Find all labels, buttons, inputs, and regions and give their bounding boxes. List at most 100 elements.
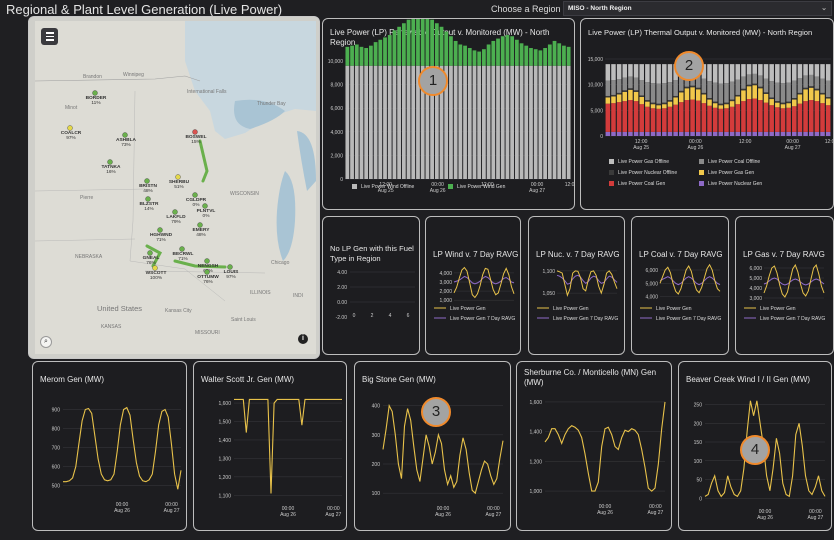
bar (769, 99, 774, 106)
y-tick-label: 200 (694, 421, 703, 427)
bar (667, 106, 673, 132)
bar (718, 64, 724, 84)
bar (373, 42, 378, 66)
bar (345, 65, 350, 179)
bar (808, 100, 814, 132)
bar (729, 81, 735, 100)
lp-wind-chart[interactable]: 4,000 3,000 2,000 1,000 Live Power Gen Live P… (426, 217, 521, 355)
bar (780, 64, 786, 84)
bar (780, 131, 786, 136)
bar (639, 80, 644, 96)
bar (820, 92, 825, 95)
bar (701, 94, 707, 104)
x-tick-label: 00:00 (327, 506, 340, 512)
lp-nuc-chart[interactable]: 1,100 1,050 Live Power Gen Live Power Gen 7… (529, 217, 625, 355)
x-tick-label: 00:00 (487, 506, 500, 512)
lp-coal-chart[interactable]: 6,000 5,000 4,000 Live Power Gen Live Power … (632, 217, 729, 355)
bar (411, 19, 416, 66)
series-line (63, 406, 182, 490)
bar (679, 92, 684, 103)
plant-marker (144, 178, 150, 184)
bar (645, 64, 650, 83)
x-tick-label: 4 (389, 313, 392, 319)
plant-percent: 15% (191, 139, 201, 145)
lp-coal-panel: LP Coal v. 7 Day RAVG 6,000 5,000 4,000 Liv… (631, 216, 729, 355)
bar (605, 131, 611, 136)
map-menu-button[interactable] (41, 28, 58, 45)
map-canvas[interactable]: Brandon Winnipeg Minot International Falls T… (35, 21, 316, 354)
bar (775, 82, 780, 102)
bar (797, 77, 803, 93)
bar (667, 101, 673, 107)
plant-map[interactable]: Brandon Winnipeg Minot International Falls T… (35, 21, 316, 354)
bar (662, 102, 667, 105)
plant-title: Beaver Creek Wind I / II Gen (MW) (686, 375, 811, 384)
series-line-gen (763, 263, 825, 298)
plant-marker (145, 196, 151, 202)
y-tick-label: 150 (694, 440, 703, 446)
bar (701, 131, 707, 136)
map-place-label: ILLINOIS (250, 290, 271, 296)
x-tick-label: Aug 25 (378, 188, 394, 194)
plant-percent: 97% (66, 135, 76, 141)
bar (690, 85, 695, 88)
bar (611, 131, 616, 136)
bar (628, 76, 633, 89)
bar (486, 44, 491, 66)
plant-name: EMERY (193, 227, 211, 233)
legend-item: Live Power Coal Gen (609, 181, 665, 187)
bar (735, 131, 741, 136)
map-place-label: Winnipeg (123, 72, 144, 78)
bar (684, 88, 690, 101)
x-tick-label: 12:00 (379, 182, 392, 188)
x-tick-label: 00:00 (282, 506, 295, 512)
bar (406, 65, 411, 179)
bar (718, 105, 724, 109)
x-tick-label: 00:00 (431, 182, 444, 188)
no-lp-gen-chart[interactable]: 4.00 2.00 0.00 -2.00 0 2 4 6 (323, 217, 420, 355)
bar (605, 97, 611, 104)
bar (633, 77, 639, 91)
bar (354, 65, 359, 179)
bar (439, 65, 444, 179)
bar (514, 65, 519, 179)
info-icon[interactable]: i (298, 334, 308, 344)
map-search-icon[interactable]: ⌕ (40, 336, 52, 348)
bar (622, 90, 628, 92)
bar (611, 96, 616, 104)
bar (411, 65, 416, 179)
region-select[interactable]: MISO - North Region ⌄ (563, 1, 832, 16)
bar (628, 88, 633, 90)
bar (684, 75, 690, 87)
bar (434, 65, 439, 179)
bar (735, 96, 741, 105)
bar (701, 78, 707, 93)
y-tick-label: 500 (52, 484, 61, 490)
map-place-label: Pierre (80, 195, 94, 201)
y-tick-label: 2.00 (337, 285, 347, 291)
plant-panel-merom: Merom Gen (MW) 500 600 700 800 900 00:00 Aug 2… (32, 361, 187, 531)
y-tick-label: 100 (694, 459, 703, 465)
y-tick-label: 250 (694, 403, 703, 409)
map-place-label: WISCONSIN (230, 191, 259, 197)
x-tick-label: 12:00 (481, 182, 494, 188)
bar (769, 64, 774, 82)
bar (792, 98, 797, 100)
y-tick-label: 1,000 (529, 489, 542, 495)
lp-gas-title: LP Gas v. 7 Day RAVG (743, 250, 825, 259)
bar (712, 103, 718, 108)
lp-gas-chart[interactable]: 6,000 5,000 4,000 3,000 Live Power Gen Live P… (736, 217, 834, 355)
x-tick-label: Aug 25 (633, 145, 649, 151)
bar (650, 102, 656, 105)
bar (514, 39, 519, 66)
bar (397, 65, 402, 179)
x-tick-label: Aug 26 (435, 512, 451, 518)
thermal-output-title: Live Power (LP) Thermal Output v. Monito… (588, 28, 813, 37)
